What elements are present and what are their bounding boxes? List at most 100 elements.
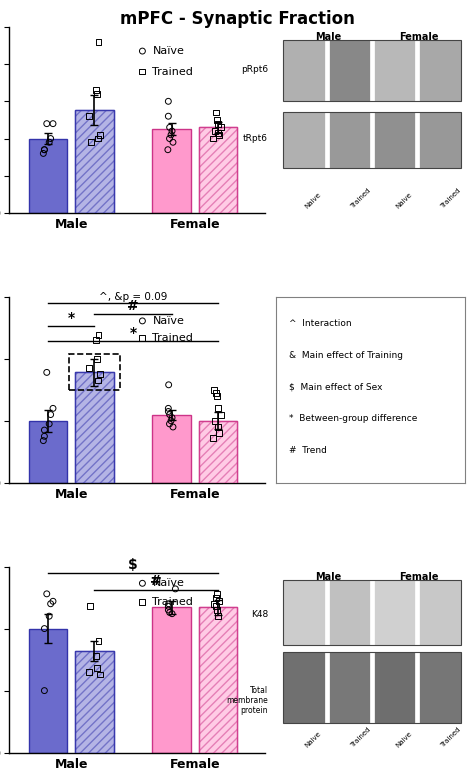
Point bbox=[138, 332, 146, 344]
Text: Male: Male bbox=[315, 32, 342, 42]
Text: Naïve: Naïve bbox=[153, 578, 184, 588]
Point bbox=[138, 45, 146, 58]
Point bbox=[212, 591, 219, 604]
Text: Male: Male bbox=[315, 572, 342, 582]
Text: Trained: Trained bbox=[153, 597, 193, 607]
Point bbox=[47, 409, 55, 421]
Point bbox=[164, 110, 172, 122]
Bar bbox=[75, 372, 114, 483]
Point bbox=[212, 106, 219, 118]
Point bbox=[168, 412, 176, 424]
Text: Total
membrane
protein: Total membrane protein bbox=[226, 686, 268, 716]
Point bbox=[39, 147, 47, 160]
Point bbox=[138, 65, 146, 78]
Point bbox=[43, 366, 51, 379]
Text: *  Between-group difference: * Between-group difference bbox=[289, 414, 417, 423]
Text: #: # bbox=[127, 300, 139, 313]
Point bbox=[167, 129, 175, 141]
Point bbox=[94, 374, 102, 386]
Bar bbox=[75, 111, 114, 213]
Point bbox=[46, 610, 53, 622]
Bar bbox=[419, 112, 461, 168]
Text: Naive: Naive bbox=[304, 191, 322, 209]
Text: K48: K48 bbox=[251, 611, 268, 620]
Point bbox=[164, 604, 172, 616]
Point bbox=[218, 121, 225, 134]
Text: Trained: Trained bbox=[349, 727, 372, 749]
Point bbox=[218, 409, 225, 421]
Bar bbox=[199, 127, 237, 213]
Point bbox=[49, 402, 57, 415]
Text: pRpt6: pRpt6 bbox=[241, 65, 268, 74]
Point bbox=[213, 114, 220, 126]
Text: #: # bbox=[150, 574, 162, 588]
Bar bbox=[69, 354, 120, 390]
Point bbox=[164, 600, 172, 612]
Point bbox=[167, 415, 175, 427]
Text: Naive: Naive bbox=[304, 730, 322, 749]
Point bbox=[41, 424, 48, 436]
Point bbox=[169, 421, 177, 433]
Bar bbox=[153, 607, 191, 753]
Point bbox=[41, 430, 48, 442]
Point bbox=[49, 595, 57, 607]
Text: Trained: Trained bbox=[440, 727, 462, 749]
Point bbox=[164, 406, 172, 418]
Point bbox=[211, 125, 219, 137]
Point bbox=[41, 144, 48, 156]
Bar bbox=[199, 421, 237, 483]
Point bbox=[39, 435, 47, 447]
Point bbox=[46, 418, 53, 430]
Bar bbox=[153, 415, 191, 483]
Point bbox=[215, 127, 222, 140]
Point bbox=[165, 379, 173, 391]
Point bbox=[212, 600, 219, 612]
Text: Naive: Naive bbox=[395, 191, 413, 209]
Bar bbox=[75, 111, 114, 213]
Point bbox=[164, 144, 172, 156]
Point bbox=[164, 95, 172, 108]
Bar bbox=[374, 580, 415, 644]
Bar bbox=[199, 607, 237, 753]
Point bbox=[210, 384, 218, 396]
Point bbox=[92, 84, 100, 96]
Point bbox=[210, 132, 217, 144]
Point bbox=[168, 607, 176, 620]
Text: *: * bbox=[129, 326, 137, 340]
Bar bbox=[419, 580, 461, 644]
Bar bbox=[29, 628, 67, 753]
Point bbox=[212, 387, 219, 399]
Point bbox=[96, 129, 103, 141]
Point bbox=[47, 598, 55, 610]
Bar bbox=[283, 112, 325, 168]
Bar bbox=[283, 40, 325, 101]
Point bbox=[85, 110, 93, 122]
Bar bbox=[283, 112, 461, 168]
Text: $: $ bbox=[128, 558, 138, 571]
Bar bbox=[75, 372, 114, 483]
Bar bbox=[419, 40, 461, 101]
Point bbox=[85, 666, 93, 678]
Point bbox=[166, 606, 173, 618]
Point bbox=[169, 136, 177, 148]
Text: Female: Female bbox=[400, 32, 439, 42]
Text: tRpt6: tRpt6 bbox=[243, 134, 268, 143]
Point bbox=[214, 402, 221, 415]
Point bbox=[96, 668, 103, 680]
Bar bbox=[29, 138, 67, 213]
Point bbox=[215, 427, 223, 439]
Bar bbox=[374, 652, 415, 723]
Point bbox=[49, 118, 57, 130]
Point bbox=[165, 598, 173, 610]
Text: $  Main effect of Sex: $ Main effect of Sex bbox=[289, 382, 383, 392]
Point bbox=[214, 610, 221, 622]
Point bbox=[164, 402, 172, 415]
Bar bbox=[283, 40, 461, 101]
Point bbox=[41, 684, 48, 697]
Bar bbox=[328, 112, 370, 168]
Bar bbox=[374, 40, 415, 101]
Point bbox=[172, 583, 179, 595]
Point bbox=[215, 421, 222, 433]
Point bbox=[216, 595, 223, 607]
Point bbox=[95, 329, 102, 341]
